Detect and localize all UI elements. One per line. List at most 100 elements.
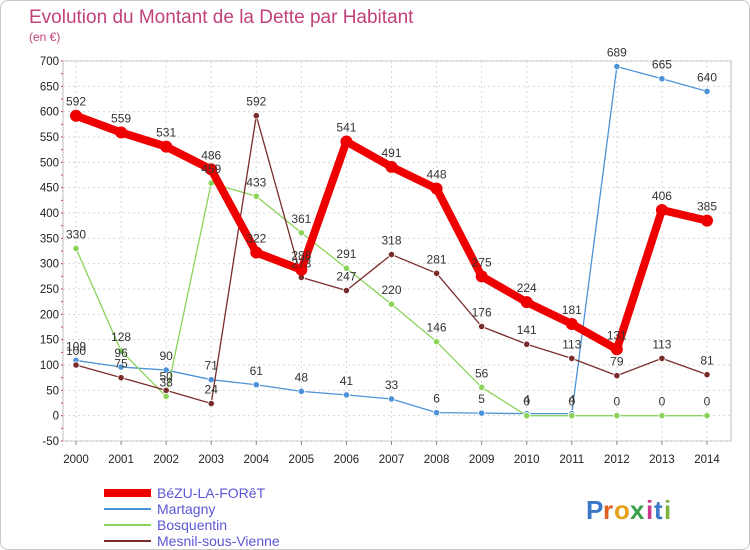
data-point bbox=[342, 264, 351, 272]
data-label: 0 bbox=[614, 395, 621, 409]
data-label: 38 bbox=[159, 375, 173, 389]
data-label: 71 bbox=[205, 359, 219, 373]
data-label: 24 bbox=[205, 383, 219, 397]
data-label: 273 bbox=[291, 256, 311, 270]
data-label: 559 bbox=[111, 111, 131, 125]
legend-label: Bosquentin bbox=[157, 517, 227, 533]
logo-letter: o bbox=[614, 495, 630, 525]
data-label: 281 bbox=[427, 252, 447, 266]
data-label: 113 bbox=[652, 337, 671, 351]
data-label: 109 bbox=[66, 339, 86, 353]
data-label: 56 bbox=[475, 366, 489, 380]
logo-letter: i bbox=[646, 495, 653, 525]
legend-item: Martagny bbox=[104, 501, 215, 517]
data-point bbox=[703, 87, 711, 96]
data-label: 491 bbox=[381, 146, 401, 160]
legend-item: Mesnil-sous-Vienne bbox=[104, 533, 280, 549]
legend: BéZU-LA-FORêTMartagnyBosquentinMesnil-so… bbox=[104, 485, 280, 549]
x-tick-label: 2014 bbox=[694, 454, 720, 466]
series-3 bbox=[72, 112, 711, 408]
chart-subtitle: (en €) bbox=[29, 30, 60, 44]
data-label: 48 bbox=[295, 370, 309, 384]
data-point bbox=[250, 246, 263, 259]
data-label: 406 bbox=[652, 189, 672, 203]
data-label: 433 bbox=[246, 175, 266, 189]
x-tick-label: 2007 bbox=[379, 454, 405, 466]
data-point bbox=[432, 338, 441, 346]
data-label: 0 bbox=[523, 395, 530, 409]
y-tick-label: 650 bbox=[40, 81, 59, 93]
data-label: 176 bbox=[472, 305, 492, 319]
data-point bbox=[70, 109, 82, 122]
data-label: 50 bbox=[159, 369, 173, 383]
y-tick-label: 600 bbox=[40, 107, 59, 119]
x-tick-label: 2003 bbox=[198, 454, 224, 466]
data-label: 81 bbox=[700, 354, 714, 368]
data-point bbox=[520, 296, 533, 309]
data-point bbox=[162, 366, 170, 374]
x-tick-label: 2012 bbox=[604, 454, 630, 466]
data-label: 220 bbox=[381, 283, 401, 297]
data-label: 541 bbox=[336, 121, 356, 135]
data-label: 75 bbox=[114, 357, 128, 371]
data-point bbox=[252, 192, 260, 200]
data-label: 33 bbox=[385, 378, 399, 392]
data-point bbox=[613, 412, 621, 420]
data-point bbox=[252, 381, 260, 389]
legend-label: Martagny bbox=[157, 501, 215, 517]
data-label: 247 bbox=[336, 270, 356, 284]
x-axis: 2000 2001 2002 2003 2004 2005 2006 2007 2008 2009… bbox=[63, 441, 720, 466]
data-label: 448 bbox=[427, 168, 447, 182]
data-label: 385 bbox=[697, 200, 717, 214]
legend-item: BéZU-LA-FORêT bbox=[104, 485, 266, 501]
data-label: 665 bbox=[652, 58, 672, 72]
data-label: 0 bbox=[568, 395, 575, 409]
legend-label: Mesnil-sous-Vienne bbox=[157, 533, 280, 549]
data-point bbox=[252, 112, 260, 120]
data-label: 41 bbox=[340, 374, 354, 388]
x-tick-label: 2008 bbox=[424, 454, 450, 466]
data-point bbox=[117, 363, 125, 371]
data-point bbox=[432, 269, 441, 277]
data-label: 79 bbox=[610, 355, 624, 369]
logo-letter: r bbox=[603, 495, 613, 525]
data-label: 531 bbox=[156, 126, 176, 140]
data-point bbox=[478, 322, 486, 331]
data-label: 5 bbox=[478, 392, 485, 406]
data-label: 96 bbox=[114, 346, 128, 360]
data-point bbox=[523, 340, 531, 348]
y-tick-label: 100 bbox=[40, 360, 59, 372]
legend-item: Bosquentin bbox=[104, 517, 227, 533]
data-point bbox=[295, 263, 308, 276]
data-labels: 5925595314863222885414914482752241811314… bbox=[66, 46, 717, 409]
data-label: 90 bbox=[159, 349, 173, 363]
data-point bbox=[523, 412, 531, 420]
x-tick-label: 2010 bbox=[514, 454, 540, 466]
data-label: 128 bbox=[111, 330, 131, 344]
x-tick-label: 2005 bbox=[289, 454, 315, 466]
data-point bbox=[205, 163, 218, 176]
data-point bbox=[342, 286, 351, 295]
x-tick-label: 2001 bbox=[108, 454, 134, 466]
y-tick-label: 450 bbox=[40, 183, 59, 195]
y-tick-label: 150 bbox=[40, 335, 59, 347]
y-tick-label: 50 bbox=[46, 385, 59, 397]
data-point bbox=[568, 412, 576, 420]
data-point bbox=[342, 391, 351, 399]
data-point bbox=[162, 392, 170, 401]
data-point bbox=[658, 354, 666, 363]
data-label: 288 bbox=[291, 249, 311, 263]
data-label: 113 bbox=[562, 337, 581, 351]
data-label: 275 bbox=[472, 255, 492, 269]
data-point bbox=[162, 386, 170, 394]
data-point bbox=[568, 354, 576, 363]
data-label: 6 bbox=[433, 392, 440, 406]
data-label: 141 bbox=[517, 323, 537, 337]
data-label: 361 bbox=[291, 212, 311, 226]
y-tick-label: 350 bbox=[40, 233, 59, 245]
data-label: 61 bbox=[250, 364, 264, 378]
data-point bbox=[658, 75, 666, 83]
data-point bbox=[117, 374, 125, 382]
data-label: 322 bbox=[246, 232, 266, 246]
